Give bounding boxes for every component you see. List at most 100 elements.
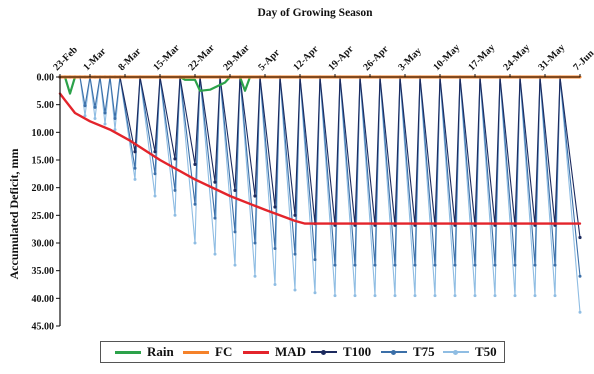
point-t50-41 [414, 294, 417, 297]
point-t75-11 [114, 117, 117, 120]
series-line-t100 [60, 77, 580, 238]
point-t75-51 [514, 264, 517, 267]
point-t75-5 [84, 104, 87, 107]
y-axis-label: Accumulated Deficit, mm [7, 149, 21, 280]
point-t75-7 [94, 106, 97, 109]
point-t75-55 [554, 264, 557, 267]
point-t75-19 [194, 203, 197, 206]
point-t50-51 [514, 294, 517, 297]
point-t75-17 [174, 189, 177, 192]
point-t50-53 [534, 294, 537, 297]
point-t75-37 [374, 264, 377, 267]
point-t75-39 [394, 264, 397, 267]
legend-label-fc: FC [215, 344, 232, 360]
point-t50-15 [154, 195, 157, 198]
point-t50-21 [214, 253, 217, 256]
point-t50-31 [314, 291, 317, 294]
legend-swatch-fc [183, 351, 209, 354]
point-t50-9 [104, 123, 107, 126]
y-tick-label-3: 15.00 [32, 156, 55, 167]
point-t75-31 [314, 258, 317, 261]
point-t100-29 [293, 214, 296, 217]
legend: Rain FC MAD T100 T75 T50 [100, 341, 505, 363]
legend-label-t50: T50 [475, 344, 497, 360]
point-t75-45 [454, 264, 457, 267]
point-t100-57 [578, 236, 581, 239]
point-t75-13 [134, 167, 137, 170]
x-tick-label-5: 29-Mar [221, 42, 252, 73]
x-tick-label-10: 3-May [396, 46, 423, 73]
legend-swatch-mad [243, 351, 269, 354]
point-t100-23 [233, 189, 236, 192]
point-t100-19 [193, 163, 196, 166]
point-t50-35 [354, 294, 357, 297]
y-tick-label-8: 40.00 [32, 294, 55, 305]
legend-item-t75: T75 [381, 344, 435, 360]
point-t75-29 [294, 253, 297, 256]
legend-swatch-rain [115, 351, 141, 354]
legend-label-t75: T75 [413, 344, 435, 360]
point-t50-25 [254, 275, 257, 278]
y-tick-label-6: 30.00 [32, 239, 55, 250]
point-t100-27 [273, 205, 276, 208]
point-t75-41 [414, 264, 417, 267]
point-t50-19 [194, 242, 197, 245]
legend-item-fc: FC [183, 344, 232, 360]
point-t75-15 [154, 172, 157, 175]
point-t75-57 [579, 275, 582, 278]
x-tick-label-1: 1-Mar [81, 46, 108, 73]
y-tick-label-4: 20.00 [32, 183, 55, 194]
x-tick-label-2: 8-Mar [116, 46, 143, 73]
legend-item-mad: MAD [243, 344, 306, 360]
point-t75-43 [434, 264, 437, 267]
point-t75-33 [334, 264, 337, 267]
legend-label-t100: T100 [343, 344, 371, 360]
x-tick-label-11: 10-May [431, 42, 462, 73]
legend-label-rain: Rain [147, 344, 174, 360]
point-t50-13 [134, 178, 137, 181]
x-tick-label-4: 22-Mar [186, 42, 217, 73]
x-tick-label-3: 15-Mar [151, 42, 182, 73]
y-tick-label-9: 45.00 [32, 322, 55, 333]
chart-title: Day of Growing Season [257, 7, 373, 19]
point-t50-33 [334, 294, 337, 297]
legend-swatch-t50 [443, 351, 469, 353]
point-t50-57 [579, 311, 582, 314]
point-t75-25 [254, 242, 257, 245]
point-t100-17 [173, 157, 176, 160]
point-t100-21 [213, 181, 216, 184]
point-t50-17 [174, 214, 177, 217]
x-tick-label-12: 17-May [466, 42, 497, 73]
x-tick-label-8: 19-Apr [326, 43, 356, 73]
point-t100-15 [153, 150, 156, 153]
y-tick-label-0: 0.00 [37, 73, 55, 84]
legend-item-t100: T100 [311, 344, 371, 360]
x-tick-label-0: 23-Feb [51, 44, 80, 73]
point-t75-23 [234, 230, 237, 233]
y-tick-label-5: 25.00 [32, 211, 55, 222]
point-t50-43 [434, 294, 437, 297]
point-t75-49 [494, 264, 497, 267]
point-t50-29 [294, 289, 297, 292]
y-tick-label-7: 35.00 [32, 266, 55, 277]
legend-label-mad: MAD [275, 344, 306, 360]
legend-item-t50: T50 [443, 344, 497, 360]
point-t50-47 [474, 294, 477, 297]
point-t50-49 [494, 294, 497, 297]
point-t75-35 [354, 264, 357, 267]
point-t50-7 [94, 117, 97, 120]
point-t50-55 [554, 294, 557, 297]
point-t50-23 [234, 264, 237, 267]
point-t50-45 [454, 294, 457, 297]
legend-swatch-t75 [381, 351, 407, 353]
point-t75-21 [214, 217, 217, 220]
point-t75-9 [104, 112, 107, 115]
point-t50-27 [274, 283, 277, 286]
point-t75-27 [274, 247, 277, 250]
x-tick-label-13: 24-May [501, 42, 532, 73]
x-tick-label-14: 31-May [536, 42, 567, 73]
point-t75-47 [474, 264, 477, 267]
x-tick-label-6: 5-Apr [256, 47, 282, 73]
